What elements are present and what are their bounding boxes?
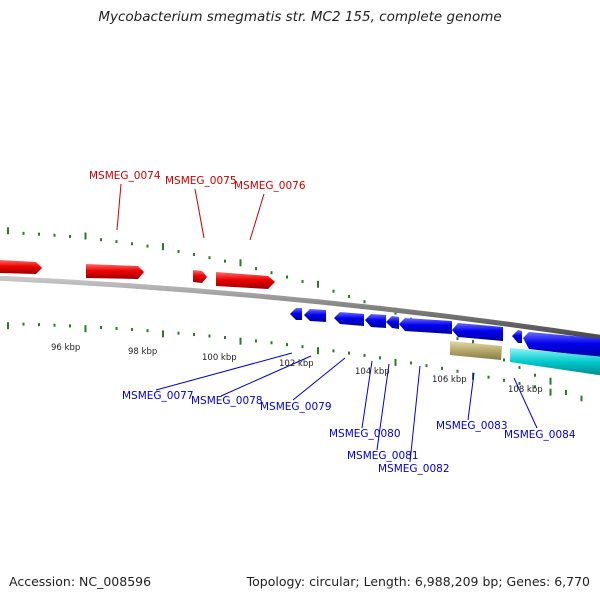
gene-label-msmeg-0075[interactable]: MSMEG_0075: [165, 175, 237, 187]
gene-arrow-msmeg-0080[interactable]: [365, 314, 386, 328]
reverse-genes: [290, 308, 600, 376]
gene-arrow-msmeg-0083[interactable]: [450, 341, 502, 360]
map-title: Mycobacterium smegmatis str. MC2 155, co…: [98, 9, 502, 25]
forward-label-leaders: [116, 183, 265, 241]
gene-label-msmeg-0077[interactable]: MSMEG_0077: [122, 390, 194, 402]
scale-label-106kbp: 106 kbp: [432, 375, 467, 385]
inner-tick-marks: [7, 322, 583, 399]
gene-arrow-msmeg-0076[interactable]: [216, 272, 275, 289]
gene-arrow-msmeg-0073[interactable]: [0, 260, 42, 274]
gene-arrow-msmeg-0082[interactable]: [399, 318, 452, 334]
scale-label-100kbp: 100 kbp: [202, 353, 237, 363]
gene-arrow-msmeg-0074[interactable]: [86, 264, 144, 279]
gene-label-msmeg-0079[interactable]: MSMEG_0079: [260, 401, 332, 413]
gene-label-msmeg-0084[interactable]: MSMEG_0084: [504, 429, 576, 441]
gene-arrow-msmeg-0078[interactable]: [304, 309, 326, 322]
gene-arrow-msmeg-0077[interactable]: [290, 308, 302, 320]
rna-arrow-msmeg-0084[interactable]: [510, 348, 600, 376]
gene-label-msmeg-0080[interactable]: MSMEG_0080: [329, 428, 401, 440]
scale-label-98kbp: 98 kbp: [128, 347, 157, 357]
forward-genes: [0, 260, 275, 289]
reverse-label-leaders: [155, 352, 538, 463]
gene-arrow-msmeg-0075[interactable]: [193, 270, 207, 283]
scale-label-108kbp: 108 kbp: [508, 385, 543, 395]
scale-label-96kbp: 96 kbp: [51, 343, 80, 353]
gene-label-msmeg-0083[interactable]: MSMEG_0083: [436, 420, 508, 432]
genome-summary-text: Topology: circular; Length: 6,988,209 bp…: [246, 574, 590, 589]
gene-label-msmeg-0081[interactable]: MSMEG_0081: [347, 450, 419, 462]
accession-text: Accession: NC_008596: [9, 574, 152, 589]
gene-label-msmeg-0082[interactable]: MSMEG_0082: [378, 463, 450, 475]
gene-label-msmeg-0076[interactable]: MSMEG_0076: [234, 180, 306, 192]
genome-backbone: [0, 275, 600, 340]
gene-arrow-msmeg-0082b[interactable]: [452, 323, 503, 341]
scale-label-104kbp: 104 kbp: [355, 367, 390, 377]
gene-arrow-msmeg-0084-a[interactable]: [512, 330, 522, 343]
gene-label-msmeg-0074[interactable]: MSMEG_0074: [89, 170, 161, 182]
scale-label-102kbp: 102 kbp: [279, 359, 314, 369]
gene-label-msmeg-0078[interactable]: MSMEG_0078: [191, 395, 263, 407]
gene-arrow-msmeg-0079[interactable]: [334, 312, 364, 326]
gene-arrow-msmeg-0084-b[interactable]: [523, 332, 600, 358]
gene-arrow-msmeg-0081[interactable]: [386, 316, 399, 329]
